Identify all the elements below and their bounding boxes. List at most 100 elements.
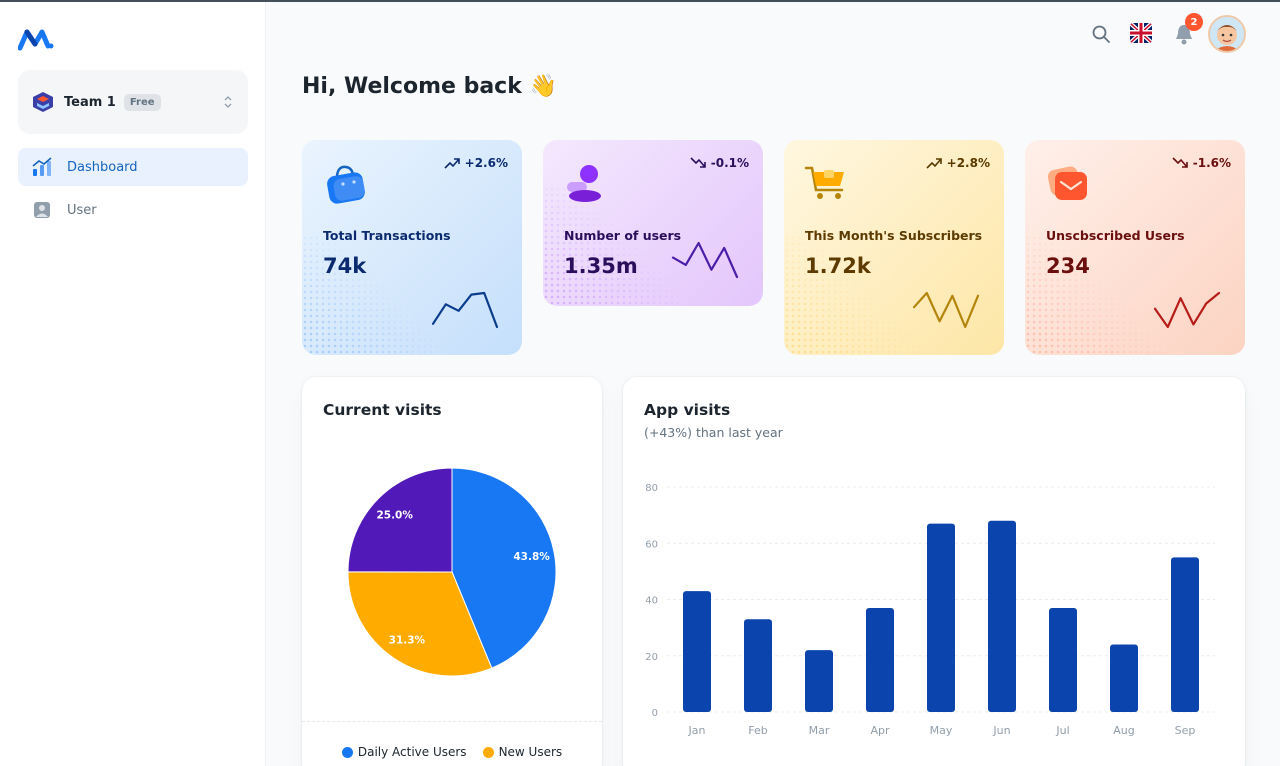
current-visits-panel: Current visits 43.8% 31.3% 25.0% Daily Act…: [302, 377, 602, 766]
pie-chart: 43.8% 31.3% 25.0%: [347, 467, 557, 677]
bar[interactable]: [1110, 644, 1138, 713]
x-tick-label: May: [930, 724, 953, 737]
user-icon: [34, 202, 50, 218]
trend-indicator: +2.6%: [444, 156, 508, 170]
trend-indicator: -0.1%: [690, 156, 749, 170]
legend-item[interactable]: Daily Active Users: [341, 745, 467, 759]
pie-slice[interactable]: [451, 467, 557, 669]
y-tick-label: 0: [652, 708, 658, 719]
divider: [302, 721, 602, 722]
y-tick-label: 80: [645, 483, 658, 494]
panel-title: Current visits: [323, 401, 442, 419]
trend-value: +2.6%: [464, 156, 508, 170]
pie-slice-label: 31.3%: [389, 634, 426, 646]
x-tick-label: Jan: [688, 724, 706, 737]
stat-value: 74k: [323, 254, 367, 278]
panel-subtitle: (+43%) than last year: [644, 425, 783, 440]
x-tick-label: Sep: [1175, 724, 1196, 737]
trend-indicator: +2.8%: [926, 156, 990, 170]
team-name: Team 1: [64, 94, 116, 110]
legend-label: Daily Active Users: [357, 745, 467, 759]
legend-dot: [341, 746, 353, 758]
pie-slice-label: 43.8%: [513, 551, 550, 563]
sparkline: [431, 291, 499, 329]
uk-flag-icon[interactable]: [1130, 23, 1152, 43]
bar[interactable]: [988, 520, 1016, 712]
pie-slice[interactable]: [347, 467, 453, 573]
search-icon[interactable]: [1091, 24, 1111, 44]
bar-chart: 0 20 40 60 80 Jan Feb Mar Apr May Jun Jul Aug Sep: [645, 483, 1215, 737]
trend-indicator: -1.6%: [1172, 156, 1231, 170]
y-tick-label: 40: [645, 596, 658, 607]
bar[interactable]: [1171, 557, 1199, 712]
sparkline: [1153, 291, 1221, 329]
app-logo-icon[interactable]: [18, 26, 54, 52]
team-logo-icon: [33, 92, 53, 112]
app-visits-panel: App visits (+43%) than last year 0 20 40 60…: [623, 377, 1245, 766]
panel-title: App visits: [644, 401, 731, 419]
shopping-cart-icon: [804, 166, 844, 199]
bar[interactable]: [1049, 607, 1077, 712]
stat-value: 1.72k: [805, 254, 871, 278]
x-tick-label: Feb: [748, 724, 767, 737]
x-tick-label: Mar: [809, 724, 830, 737]
x-tick-label: Apr: [870, 724, 890, 737]
chart-legend: Daily Active Users New Users: [302, 745, 602, 759]
stat-label: Number of users: [564, 228, 682, 243]
legend-dot: [482, 746, 494, 758]
stat-value: 234: [1046, 254, 1090, 278]
trend-down-icon: [1172, 157, 1188, 168]
mail-icon: [1047, 166, 1087, 200]
sparkline-path: [671, 241, 739, 279]
top-border: [0, 0, 1280, 2]
legend-item[interactable]: New Users: [482, 745, 563, 759]
stat-card-subscribers: +2.8% This Month's Subscribers 1.72k: [784, 140, 1004, 355]
page-title: Hi, Welcome back 👋: [302, 74, 557, 99]
legend-label: New Users: [498, 745, 563, 759]
pie-slice-label: 25.0%: [376, 510, 413, 522]
sparkline: [671, 241, 739, 279]
stat-card-unsubscribed: -1.6% Unscbscribed Users 234: [1025, 140, 1245, 355]
plan-badge: Free: [123, 93, 161, 111]
x-tick-label: Aug: [1113, 724, 1134, 737]
notification-badge: 2: [1185, 13, 1203, 31]
stat-value: 1.35m: [564, 254, 638, 278]
avatar[interactable]: [1208, 15, 1246, 53]
sidebar-item-user[interactable]: User: [18, 191, 248, 229]
bar[interactable]: [805, 650, 833, 712]
stat-card-users: -0.1% Number of users 1.35m: [543, 140, 763, 306]
stat-label: This Month's Subscribers: [805, 228, 983, 243]
trend-value: -1.6%: [1192, 156, 1231, 170]
card-pattern: [543, 186, 683, 306]
team-switcher[interactable]: Team 1 Free: [18, 70, 248, 134]
trend-down-icon: [690, 157, 706, 168]
y-tick-label: 20: [645, 652, 658, 663]
trend-value: -0.1%: [710, 156, 749, 170]
bar[interactable]: [683, 591, 711, 712]
y-tick-label: 60: [645, 539, 658, 550]
trend-up-icon: [926, 158, 942, 169]
card-pattern: [784, 235, 924, 355]
stat-label: Total Transactions: [323, 228, 451, 243]
trend-up-icon: [444, 158, 460, 169]
sparkline-path: [431, 291, 499, 329]
x-tick-label: Jul: [1055, 724, 1069, 737]
user-profile-icon: [567, 165, 601, 202]
card-pattern: [1025, 235, 1165, 355]
sparkline-path: [1153, 291, 1221, 329]
avatar-face-icon: [1210, 17, 1244, 51]
bar[interactable]: [744, 619, 772, 712]
stat-card-transactions: +2.6% Total Transactions 74k: [302, 140, 522, 355]
shopping-bag-icon: [327, 165, 365, 204]
x-tick-label: Jun: [992, 724, 1010, 737]
stat-label: Unscbscribed Users: [1046, 228, 1185, 243]
sidebar-item-label: User: [67, 202, 97, 218]
bar[interactable]: [927, 523, 955, 712]
sidebar: Team 1 Free Dashboard User: [0, 2, 266, 766]
trend-value: +2.8%: [946, 156, 990, 170]
chevron-up-down-icon: [224, 96, 232, 108]
pie-slice[interactable]: [347, 571, 493, 677]
bar[interactable]: [866, 607, 894, 712]
sparkline: [912, 291, 980, 329]
sidebar-item-dashboard[interactable]: Dashboard: [18, 148, 248, 186]
